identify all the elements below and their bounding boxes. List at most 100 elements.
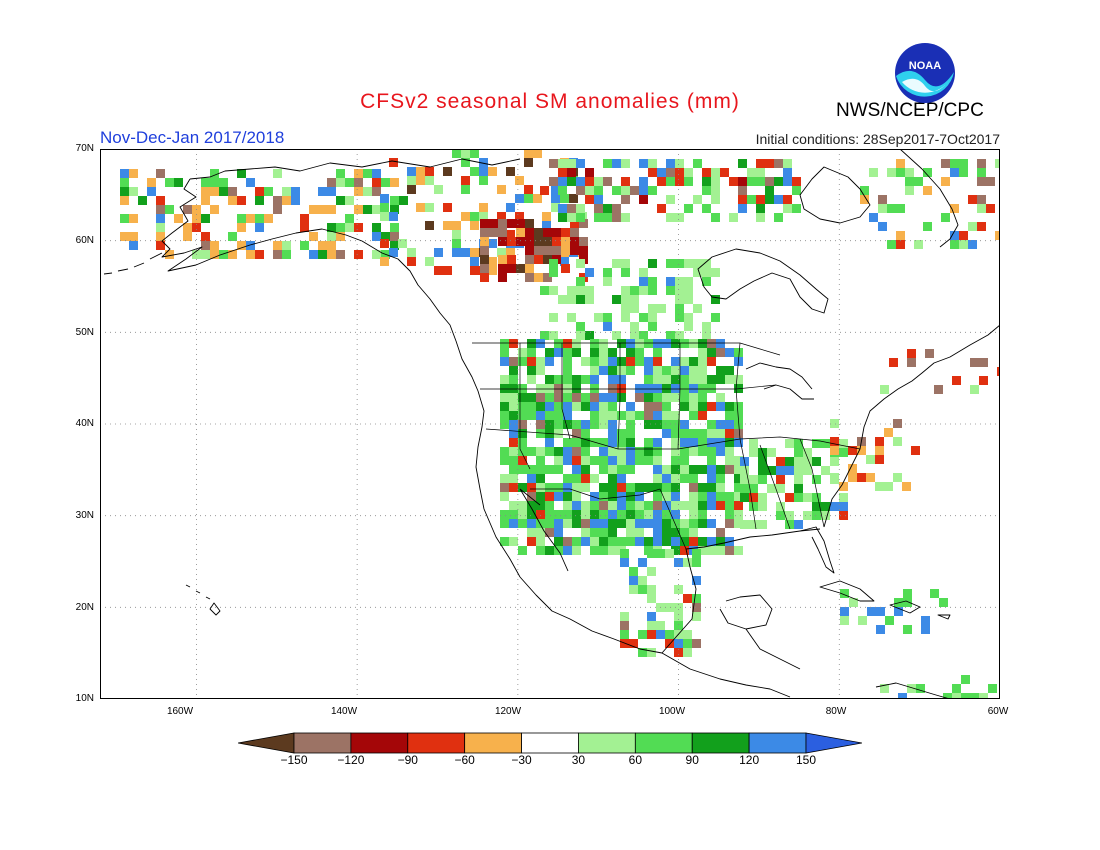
anomaly-cell	[630, 304, 639, 313]
anomaly-cell	[120, 196, 129, 205]
anomaly-cell	[644, 384, 653, 393]
lat-label-40n: 40N	[75, 418, 94, 429]
anomaly-cell	[516, 228, 525, 237]
anomaly-cell	[671, 357, 680, 366]
anomaly-cell	[776, 484, 785, 493]
anomaly-cell	[563, 546, 572, 555]
anomaly-cell	[563, 339, 572, 348]
anomaly-cell	[617, 339, 626, 348]
anomaly-cell	[662, 483, 671, 492]
anomaly-cell	[590, 375, 599, 384]
anomaly-cell	[390, 205, 399, 214]
anomaly-cell	[518, 384, 527, 393]
anomaly-cell	[812, 502, 821, 511]
anomaly-cell	[903, 589, 912, 598]
anomaly-cell	[509, 411, 518, 420]
anomaly-cell	[380, 257, 389, 266]
anomaly-cell	[336, 232, 345, 241]
anomaly-cell	[515, 194, 524, 203]
anomaly-cell	[776, 466, 785, 475]
anomaly-cell	[680, 456, 689, 465]
anomaly-cell	[576, 204, 585, 213]
colorbar-tick-label: 120	[739, 753, 760, 767]
anomaly-cell	[558, 204, 567, 213]
colorbar-tick-label: −60	[454, 753, 475, 767]
anomaly-cell	[581, 501, 590, 510]
anomaly-cell	[603, 313, 612, 322]
anomaly-cell	[594, 186, 603, 195]
anomaly-cell	[698, 537, 707, 546]
anomaly-cell	[907, 358, 916, 367]
anomaly-cell	[734, 492, 743, 501]
anomaly-cell	[680, 528, 689, 537]
anomaly-cell	[644, 366, 653, 375]
anomaly-cell	[902, 482, 911, 491]
anomaly-cell	[979, 693, 988, 699]
anomaly-cell	[500, 375, 509, 384]
anomaly-cell	[725, 375, 734, 384]
anomaly-cell	[545, 546, 554, 555]
anomaly-cell	[794, 484, 803, 493]
anomaly-cell	[803, 448, 812, 457]
anomaly-cell	[758, 475, 767, 484]
anomaly-cell	[509, 393, 518, 402]
anomaly-cell	[692, 594, 701, 603]
anomaly-cell	[518, 393, 527, 402]
anomaly-cell	[671, 339, 680, 348]
anomaly-cell	[725, 447, 734, 456]
anomaly-cell	[707, 474, 716, 483]
anomaly-cell	[756, 159, 765, 168]
anomaly-cell	[977, 177, 986, 186]
anomaly-cell	[390, 241, 399, 250]
anomaly-cell	[821, 502, 830, 511]
anomaly-cell	[635, 357, 644, 366]
anomaly-cell	[363, 205, 372, 214]
colorbar-segment	[464, 732, 522, 754]
anomaly-cell	[875, 455, 884, 464]
anomaly-cell	[630, 186, 639, 195]
anomaly-cell	[345, 178, 354, 187]
anomaly-cell	[590, 492, 599, 501]
anomaly-cell	[689, 357, 698, 366]
anomaly-cell	[749, 520, 758, 529]
anomaly-cell	[644, 339, 653, 348]
anomaly-cell	[635, 483, 644, 492]
anomaly-cell	[500, 348, 509, 357]
anomaly-cell	[525, 237, 534, 246]
anomaly-cell	[612, 331, 621, 340]
anomaly-cell	[590, 537, 599, 546]
anomaly-cell	[756, 177, 765, 186]
anomaly-cell	[527, 447, 536, 456]
anomaly-cell	[629, 639, 638, 648]
anomaly-cell	[716, 447, 725, 456]
anomaly-cell	[156, 205, 165, 214]
anomaly-cell	[500, 339, 509, 348]
anomaly-cell	[129, 241, 138, 250]
anomaly-cell	[653, 339, 662, 348]
anomaly-cell	[725, 411, 734, 420]
anomaly-cell	[563, 348, 572, 357]
anomaly-cell	[545, 510, 554, 519]
anomaly-cell	[725, 366, 734, 375]
anomaly-cell	[626, 501, 635, 510]
anomaly-cell	[767, 466, 776, 475]
anomaly-cell	[884, 482, 893, 491]
anomaly-cell	[452, 248, 461, 257]
anomaly-cell	[570, 219, 579, 228]
anomaly-cell	[585, 295, 594, 304]
anomaly-cell	[572, 492, 581, 501]
anomaly-cell	[648, 277, 657, 286]
anomaly-cell	[653, 528, 662, 537]
anomaly-cell	[979, 376, 988, 385]
anomaly-cell	[716, 501, 725, 510]
anomaly-cell	[684, 168, 693, 177]
anomaly-cell	[635, 519, 644, 528]
anomaly-cell	[608, 438, 617, 447]
anomaly-cell	[309, 232, 318, 241]
anomaly-cell	[925, 349, 934, 358]
anomaly-cell	[599, 519, 608, 528]
anomaly-cell	[506, 203, 515, 212]
anomaly-cell	[576, 159, 585, 168]
anomaly-cell	[461, 185, 470, 194]
anomaly-cell	[725, 492, 734, 501]
